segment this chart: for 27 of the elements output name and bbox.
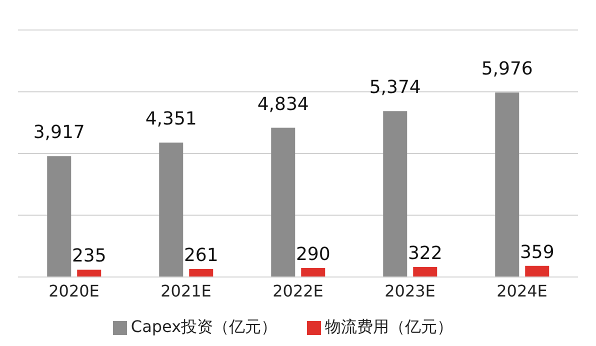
bar [413,267,438,277]
data-label: 5,374 [369,77,421,98]
bar [301,268,326,277]
data-label: 4,351 [145,108,197,130]
data-label: 322 [408,243,442,264]
bar [271,128,296,277]
bar [495,92,520,277]
bar [383,111,408,277]
x-tick-label: 2023E [384,281,436,300]
x-tick-label: 2024E [496,281,548,300]
legend-label: Capex投资（亿元） [130,317,278,336]
bar [159,142,184,277]
data-label: 235 [72,246,106,267]
data-label: 5,976 [481,58,533,80]
data-label: 4,834 [257,94,309,115]
bar [189,268,214,277]
x-tick-label: 2021E [160,281,212,300]
bar [77,270,102,277]
bar [47,156,72,277]
x-tick-label: 2020E [48,281,100,300]
data-label: 3,917 [33,122,85,144]
bar [525,266,550,277]
data-label: 261 [184,244,218,266]
data-label: 359 [520,242,554,263]
data-label: 290 [296,244,330,266]
legend-label: 物流费用（亿元） [325,317,454,336]
x-tick-label: 2022E [272,281,324,300]
